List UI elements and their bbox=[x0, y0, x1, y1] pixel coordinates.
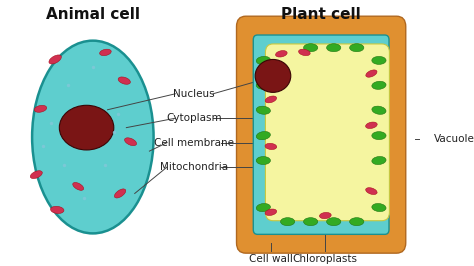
Ellipse shape bbox=[73, 182, 83, 190]
Ellipse shape bbox=[275, 51, 287, 57]
Ellipse shape bbox=[265, 209, 277, 215]
Ellipse shape bbox=[30, 171, 42, 178]
Ellipse shape bbox=[256, 131, 270, 140]
Ellipse shape bbox=[366, 188, 377, 194]
Ellipse shape bbox=[303, 44, 318, 52]
Ellipse shape bbox=[366, 70, 377, 77]
Text: Mitochondria: Mitochondria bbox=[160, 162, 228, 172]
Ellipse shape bbox=[32, 41, 154, 233]
Ellipse shape bbox=[281, 218, 295, 226]
Ellipse shape bbox=[319, 213, 331, 219]
Ellipse shape bbox=[265, 96, 277, 103]
FancyBboxPatch shape bbox=[253, 35, 389, 234]
Text: Plant cell: Plant cell bbox=[281, 7, 361, 22]
Ellipse shape bbox=[118, 77, 130, 84]
Ellipse shape bbox=[51, 206, 64, 214]
Ellipse shape bbox=[256, 56, 271, 64]
Ellipse shape bbox=[34, 105, 47, 112]
Ellipse shape bbox=[299, 49, 310, 56]
Text: Vacuole: Vacuole bbox=[434, 134, 474, 144]
Text: Nucleus: Nucleus bbox=[173, 89, 215, 99]
Ellipse shape bbox=[114, 189, 126, 198]
Ellipse shape bbox=[350, 44, 364, 52]
Text: Cytoplasm: Cytoplasm bbox=[166, 113, 222, 123]
Ellipse shape bbox=[256, 156, 271, 165]
Ellipse shape bbox=[256, 106, 271, 114]
Ellipse shape bbox=[265, 143, 277, 149]
Ellipse shape bbox=[100, 49, 111, 56]
Ellipse shape bbox=[125, 138, 137, 146]
Ellipse shape bbox=[327, 218, 341, 226]
Text: Animal cell: Animal cell bbox=[46, 7, 140, 22]
Ellipse shape bbox=[372, 156, 386, 165]
Ellipse shape bbox=[49, 55, 61, 64]
Text: Cell wall: Cell wall bbox=[249, 254, 293, 264]
Ellipse shape bbox=[256, 81, 271, 89]
Ellipse shape bbox=[59, 105, 114, 150]
Text: Cell membrane: Cell membrane bbox=[154, 138, 234, 148]
Ellipse shape bbox=[372, 106, 386, 114]
FancyBboxPatch shape bbox=[265, 44, 390, 221]
Ellipse shape bbox=[350, 218, 364, 226]
Ellipse shape bbox=[255, 60, 291, 92]
Text: Chloroplasts: Chloroplasts bbox=[293, 254, 358, 264]
Ellipse shape bbox=[327, 44, 341, 52]
Ellipse shape bbox=[372, 132, 386, 140]
Ellipse shape bbox=[303, 218, 318, 226]
Ellipse shape bbox=[372, 203, 386, 211]
Ellipse shape bbox=[256, 203, 271, 211]
Ellipse shape bbox=[372, 81, 386, 89]
Ellipse shape bbox=[372, 56, 386, 64]
Ellipse shape bbox=[365, 122, 377, 128]
FancyBboxPatch shape bbox=[237, 16, 406, 253]
